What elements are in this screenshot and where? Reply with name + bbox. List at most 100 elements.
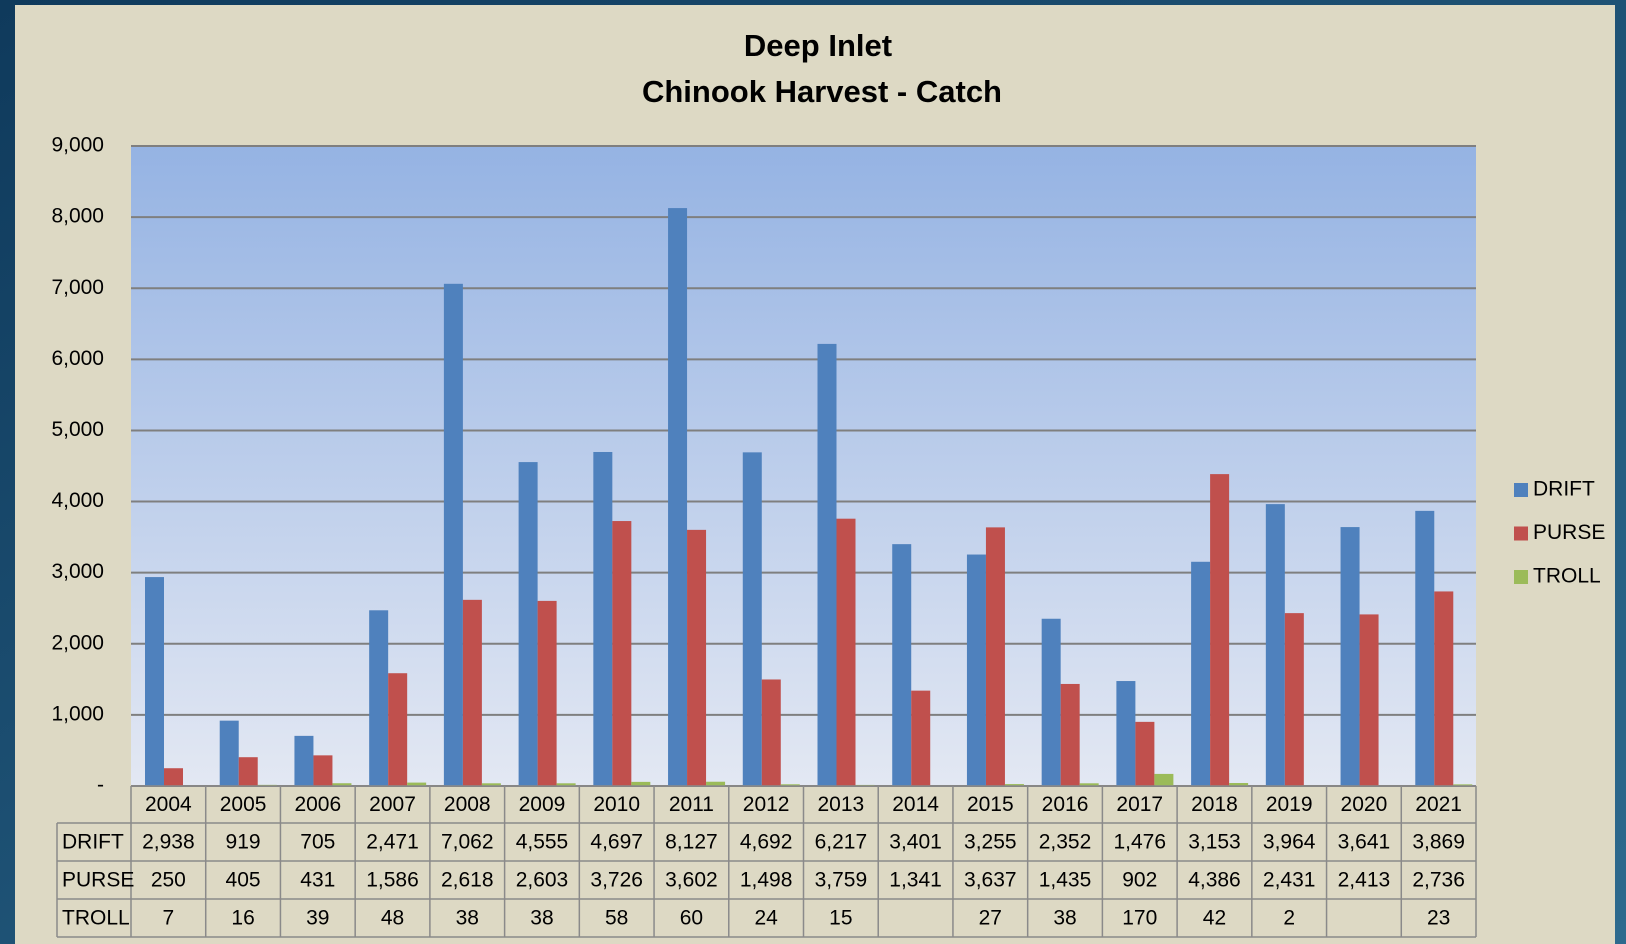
table-value: 2,352	[1039, 831, 1092, 854]
bar	[1265, 504, 1285, 786]
table-value: 8,127	[665, 831, 718, 854]
bar	[911, 690, 931, 786]
table-value: 4,386	[1188, 869, 1241, 892]
x-tick-label: 2010	[593, 793, 640, 816]
table-value: 2	[1283, 907, 1295, 930]
plot-area	[131, 146, 1476, 786]
y-tick-label: 7,000	[51, 276, 104, 299]
table-value: 431	[300, 869, 335, 892]
x-tick-label: 2015	[967, 793, 1014, 816]
bar	[1415, 510, 1435, 786]
chart-title: Deep Inlet	[744, 28, 892, 63]
bar	[462, 599, 482, 786]
bar	[164, 768, 183, 786]
bar	[1004, 784, 1024, 786]
x-tick-label: 2006	[294, 793, 341, 816]
y-tick-label: 1,000	[51, 702, 104, 725]
x-tick-label: 2014	[892, 793, 939, 816]
bar	[481, 783, 501, 786]
table-row-label: TROLL	[62, 907, 130, 930]
bar	[966, 554, 986, 786]
y-tick-label: -	[97, 774, 104, 797]
x-tick-label: 2008	[444, 793, 491, 816]
table-value: 3,255	[964, 831, 1017, 854]
y-tick-label: 4,000	[51, 489, 104, 512]
x-tick-label: 2021	[1415, 793, 1462, 816]
bar	[1453, 784, 1473, 786]
table-value: 4,555	[516, 831, 569, 854]
table-value: 27	[979, 907, 1002, 930]
y-tick-label: 3,000	[51, 560, 104, 583]
legend-label: PURSE	[1533, 521, 1605, 544]
bar	[1116, 681, 1136, 786]
bar	[1284, 613, 1304, 786]
table-value: 3,964	[1263, 831, 1316, 854]
bar	[1041, 618, 1061, 786]
bar	[1340, 527, 1360, 786]
table-value: 1,476	[1113, 831, 1166, 854]
bar	[593, 451, 613, 786]
table-value: 24	[754, 907, 778, 930]
table-value: 7,062	[441, 831, 494, 854]
bar	[742, 452, 762, 786]
table-value: 38	[1053, 907, 1076, 930]
bar	[1060, 683, 1080, 786]
bar	[780, 784, 800, 786]
y-tick-label: 5,000	[51, 418, 104, 441]
table-value: 4,692	[740, 831, 793, 854]
y-tick-label: 8,000	[51, 205, 104, 228]
table-value: 3,726	[590, 869, 643, 892]
table-value: 60	[680, 907, 703, 930]
table-value: 1,586	[366, 869, 419, 892]
bar	[668, 208, 688, 786]
table-value: 58	[605, 907, 628, 930]
x-tick-label: 2009	[519, 793, 566, 816]
table-value: 2,618	[441, 869, 494, 892]
table-row-label: PURSE	[62, 869, 134, 892]
table-value: 250	[151, 869, 186, 892]
table-value: 38	[456, 907, 479, 930]
table-value: 2,471	[366, 831, 419, 854]
table-value: 705	[300, 831, 335, 854]
table-value: 39	[306, 907, 329, 930]
table-value: 2,938	[142, 831, 195, 854]
table-value: 2,431	[1263, 869, 1316, 892]
bar	[443, 283, 463, 786]
table-value: 405	[226, 869, 261, 892]
bar	[313, 755, 333, 786]
bar	[219, 720, 239, 786]
legend-label: DRIFT	[1533, 478, 1595, 501]
table-value: 919	[226, 831, 261, 854]
bar	[761, 679, 781, 786]
table-row-label: DRIFT	[62, 831, 124, 854]
x-tick-label: 2018	[1191, 793, 1238, 816]
bar	[332, 783, 352, 786]
table-value: 3,602	[665, 869, 718, 892]
table-value: 7	[163, 907, 175, 930]
table-value: 48	[381, 907, 404, 930]
table-value: 3,759	[815, 869, 868, 892]
table-value: 23	[1427, 907, 1450, 930]
x-tick-label: 2019	[1266, 793, 1313, 816]
bar	[817, 343, 837, 786]
legend-label: TROLL	[1533, 565, 1601, 588]
x-tick-label: 2005	[220, 793, 267, 816]
x-tick-label: 2011	[669, 793, 714, 816]
x-tick-label: 2016	[1042, 793, 1089, 816]
table-value: 1,435	[1039, 869, 1092, 892]
legend-swatch	[1514, 483, 1528, 497]
bar	[407, 782, 427, 786]
table-value: 902	[1122, 869, 1157, 892]
x-tick-label: 2020	[1341, 793, 1388, 816]
table-value: 15	[829, 907, 852, 930]
table-value: 2,736	[1412, 869, 1465, 892]
bar	[612, 521, 632, 786]
x-tick-label: 2004	[145, 793, 192, 816]
table-value: 3,153	[1188, 831, 1241, 854]
x-tick-label: 2012	[743, 793, 790, 816]
table-value: 2,413	[1338, 869, 1391, 892]
y-tick-label: 6,000	[51, 347, 104, 370]
table-value: 38	[530, 907, 553, 930]
bar	[706, 781, 726, 786]
